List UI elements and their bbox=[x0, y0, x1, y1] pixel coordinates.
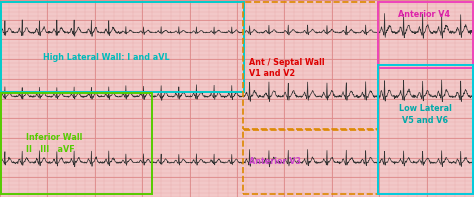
Text: Inferior Wall
II   III   aVF: Inferior Wall II III aVF bbox=[26, 133, 82, 154]
Text: Anterior V3: Anterior V3 bbox=[249, 157, 301, 166]
Bar bbox=[243, 130, 378, 194]
Text: Ant / Septal Wall
V1 and V2: Ant / Septal Wall V1 and V2 bbox=[249, 58, 325, 78]
Bar bbox=[1, 93, 152, 194]
Text: Anterior V4: Anterior V4 bbox=[398, 10, 450, 19]
Bar bbox=[378, 2, 473, 68]
Bar bbox=[1, 2, 244, 92]
Text: Low Lateral
V5 and V6: Low Lateral V5 and V6 bbox=[399, 104, 452, 125]
Bar bbox=[243, 2, 378, 129]
Bar bbox=[378, 65, 473, 194]
Text: High Lateral Wall: I and aVL: High Lateral Wall: I and aVL bbox=[43, 53, 169, 62]
